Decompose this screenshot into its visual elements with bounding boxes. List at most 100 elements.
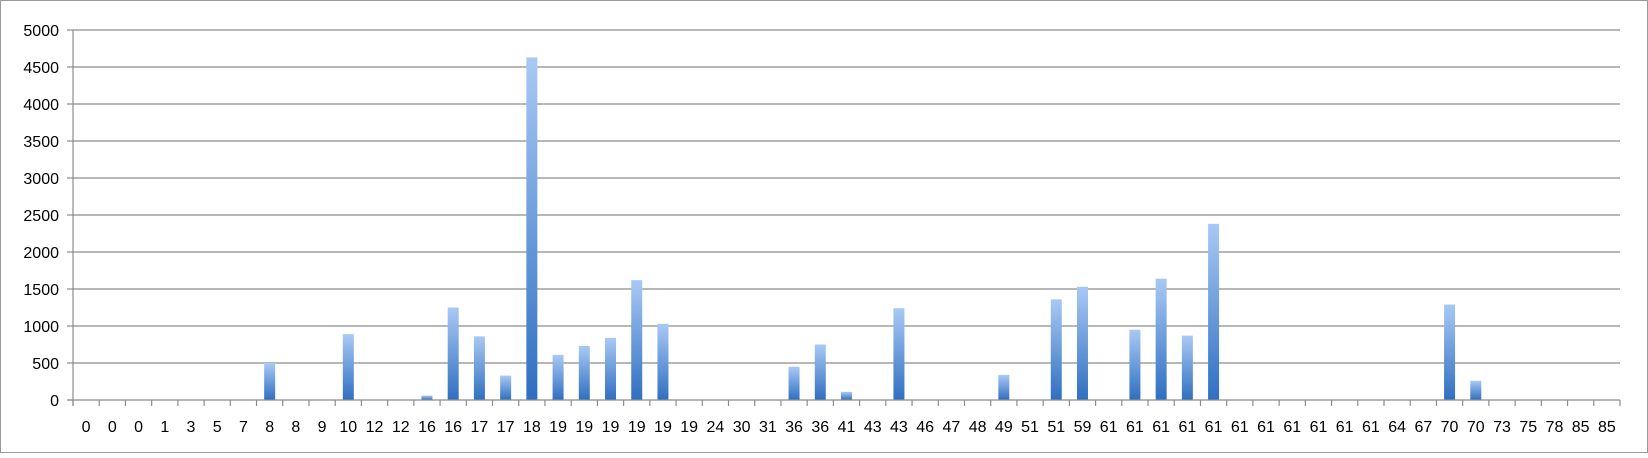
x-tick-label: 61	[1100, 419, 1118, 436]
x-tick-label: 70	[1441, 419, 1459, 436]
x-tick-label: 43	[864, 419, 882, 436]
bar	[342, 334, 354, 400]
y-tick-label: 4500	[23, 60, 59, 77]
y-tick-label: 3000	[23, 171, 59, 188]
x-tick-label: 10	[339, 419, 357, 436]
x-tick-label: 0	[108, 419, 117, 436]
x-tick-label: 17	[471, 419, 489, 436]
grid-lines	[73, 29, 1620, 364]
y-tick-label: 500	[32, 356, 59, 373]
x-tick-label: 30	[733, 419, 751, 436]
x-tick-label: 43	[890, 419, 908, 436]
bar	[788, 366, 800, 400]
x-tick-label: 46	[916, 419, 934, 436]
bar	[1181, 335, 1193, 400]
x-tick-label: 85	[1572, 419, 1590, 436]
bar	[264, 363, 276, 400]
x-tick-label: 18	[523, 419, 541, 436]
x-tick-label: 19	[602, 419, 620, 436]
bar	[500, 375, 512, 400]
x-tick-label: 59	[1074, 419, 1092, 436]
x-tick-label: 12	[366, 419, 384, 436]
bar	[1208, 223, 1220, 400]
x-tick-label: 61	[1126, 419, 1144, 436]
x-tick-label: 75	[1519, 419, 1537, 436]
y-tick-label: 5000	[23, 23, 59, 40]
y-tick-label: 3500	[23, 134, 59, 151]
x-tick-label: 67	[1414, 419, 1432, 436]
y-tick-label: 1000	[23, 319, 59, 336]
x-tick-label: 61	[1336, 419, 1354, 436]
bar	[1050, 299, 1062, 400]
x-tick-label: 16	[444, 419, 462, 436]
bar	[1076, 286, 1088, 400]
bar	[1129, 329, 1141, 400]
x-tick-label: 3	[187, 419, 196, 436]
bar	[1155, 278, 1167, 400]
bar	[447, 307, 459, 400]
bar	[421, 395, 433, 400]
x-tick-label: 61	[1205, 419, 1223, 436]
x-tick-label: 70	[1467, 419, 1485, 436]
y-tick-labels: 0 500 1000 1500 2000 2500 3000 3500 4000 4500 5000	[23, 23, 59, 410]
bar	[473, 336, 485, 400]
bar	[578, 345, 590, 400]
x-tick-label: 19	[654, 419, 672, 436]
y-tick-label: 4000	[23, 97, 59, 114]
x-tick-labels: 0 0 0 1 3 5 7 8 8 9 10 12 12 16 16 17 17 18 19 19 19 19 19 19 24…	[82, 419, 1616, 436]
y-tick-label: 2500	[23, 208, 59, 225]
x-tick-label: 5	[213, 419, 222, 436]
x-tick-label: 36	[811, 419, 829, 436]
bar	[631, 280, 643, 400]
y-tick-label: 2000	[23, 245, 59, 262]
x-tick-label: 51	[1047, 419, 1065, 436]
bar	[526, 57, 538, 400]
bar	[998, 374, 1010, 400]
y-tick-label: 0	[50, 393, 59, 410]
x-tick-label: 9	[318, 419, 327, 436]
x-tick-label: 0	[134, 419, 143, 436]
x-tick-label: 1	[160, 419, 169, 436]
x-tick-label: 0	[82, 419, 91, 436]
x-tick-label: 61	[1283, 419, 1301, 436]
x-tick-label: 85	[1598, 419, 1616, 436]
x-tick-label: 16	[418, 419, 436, 436]
x-tick-label: 73	[1493, 419, 1511, 436]
x-tick-label: 19	[628, 419, 646, 436]
x-tick-label: 61	[1362, 419, 1380, 436]
axes	[67, 29, 1621, 406]
bar	[605, 337, 617, 400]
x-tick-label: 61	[1257, 419, 1275, 436]
x-tick-label: 8	[291, 419, 300, 436]
x-tick-label: 48	[969, 419, 987, 436]
x-tick-label: 24	[706, 419, 724, 436]
x-tick-label: 47	[942, 419, 960, 436]
bar	[1444, 304, 1456, 400]
bar	[814, 344, 826, 400]
bar	[893, 308, 905, 400]
x-tick-label: 19	[575, 419, 593, 436]
bar	[1470, 380, 1482, 400]
bar	[841, 391, 852, 400]
x-tick-label: 61	[1310, 419, 1328, 436]
x-tick-label: 78	[1546, 419, 1564, 436]
x-tick-label: 61	[1152, 419, 1170, 436]
x-tick-label: 7	[239, 419, 248, 436]
x-tick-label: 61	[1178, 419, 1196, 436]
bar	[657, 323, 669, 400]
x-tick-label: 31	[759, 419, 777, 436]
x-tick-label: 36	[785, 419, 803, 436]
y-tick-label: 1500	[23, 282, 59, 299]
x-tick-label: 8	[265, 419, 274, 436]
x-tick-label: 61	[1231, 419, 1249, 436]
x-tick-label: 19	[680, 419, 698, 436]
x-tick-label: 19	[549, 419, 567, 436]
bar-series	[264, 57, 1482, 400]
x-tick-label: 51	[1021, 419, 1039, 436]
x-tick-label: 49	[995, 419, 1013, 436]
x-tick-label: 12	[392, 419, 410, 436]
x-tick-label: 64	[1388, 419, 1406, 436]
bar	[552, 354, 564, 400]
